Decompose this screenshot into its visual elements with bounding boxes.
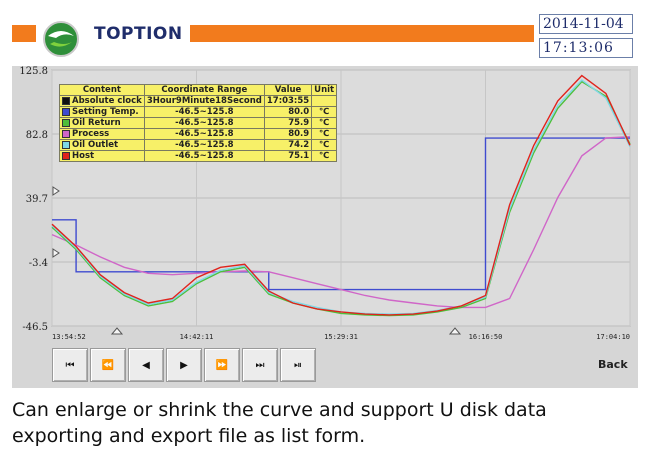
y-tick-label: -3.4	[29, 258, 48, 269]
series-line-oil-return	[51, 80, 631, 317]
legend-header-row: Content Coordinate Range Value Unit	[59, 84, 338, 96]
back-button[interactable]: Back	[598, 358, 628, 371]
legend-value: 74.2	[263, 139, 313, 151]
legend-swatch	[62, 96, 70, 105]
header-accent-right	[190, 25, 534, 42]
x-tick-label: 15:29:31	[324, 333, 358, 341]
legend-name-label: Oil Return	[72, 118, 121, 128]
x-tick-label: 14:42:11	[180, 333, 214, 341]
legend-value: 17:03:55	[263, 95, 313, 107]
legend-value: 80.9	[263, 128, 313, 140]
step-back-button[interactable]: ◀	[128, 348, 164, 382]
legend-range: -46.5~125.8	[143, 106, 265, 118]
legend-unit: ℃	[311, 106, 338, 118]
legend-body: Absolute clock 3Hour9Minute18Second 17:03:…	[59, 95, 338, 162]
legend-name-label: Setting Temp.	[72, 107, 139, 117]
fast-rewind-button[interactable]: ⏪	[90, 348, 126, 382]
left-marker-icon[interactable]	[52, 186, 60, 196]
legend-row: Absolute clock 3Hour9Minute18Second 17:03:…	[59, 95, 338, 107]
legend-swatch	[62, 140, 70, 149]
brand-name: TOPTION	[94, 24, 183, 44]
legend-header-value: Value	[263, 84, 313, 96]
legend-value: 80.0	[263, 106, 313, 118]
x-tick-label: 16:16:50	[469, 333, 503, 341]
legend-range: -46.5~125.8	[143, 128, 265, 140]
legend-unit: ℃	[311, 128, 338, 140]
legend-range: -46.5~125.8	[143, 117, 265, 129]
legend-name-label: Host	[72, 151, 95, 161]
legend-name-label: Process	[72, 129, 110, 139]
y-tick-label: 39.7	[26, 194, 48, 205]
time-display: 17:13:06	[539, 38, 633, 58]
legend-series-name: Host	[59, 150, 145, 162]
legend-name-label: Absolute clock	[72, 96, 142, 106]
legend-range: -46.5~125.8	[143, 150, 265, 162]
toption-logo-icon	[43, 21, 79, 57]
legend-unit: ℃	[311, 150, 338, 162]
legend-row: Host -46.5~125.8 75.1 ℃	[59, 150, 338, 162]
time-cursor-start-icon[interactable]	[110, 327, 124, 335]
y-tick-label: 82.8	[26, 130, 48, 141]
chart-series	[51, 74, 631, 317]
x-tick-label: 17:04:10	[596, 333, 630, 341]
playback-controls: ⏮ ⏪ ◀ ▶ ⏩ ⏭ ⏯	[52, 348, 318, 388]
legend-header-unit: Unit	[311, 84, 338, 96]
last-button[interactable]: ⏭	[242, 348, 278, 382]
legend-series-name: Oil Outlet	[59, 139, 145, 151]
left-marker-2-icon[interactable]	[52, 248, 60, 258]
play-pause-button[interactable]: ⏯	[280, 348, 316, 382]
header-accent-left	[12, 25, 36, 42]
legend-value: 75.1	[263, 150, 313, 162]
legend-unit	[311, 95, 338, 107]
date-display: 2014-11-04	[539, 14, 633, 34]
legend-swatch	[62, 118, 70, 127]
legend-name-label: Oil Outlet	[72, 140, 119, 150]
legend-series-name: Process	[59, 128, 145, 140]
y-tick-label: -46.5	[22, 322, 48, 333]
legend-table: Content Coordinate Range Value Unit Abso…	[59, 84, 338, 162]
legend-swatch	[62, 151, 70, 160]
legend-series-name: Oil Return	[59, 117, 145, 129]
legend-header-range: Coordinate Range	[143, 84, 265, 96]
time-cursor-end-icon[interactable]	[448, 327, 462, 335]
legend-range: 3Hour9Minute18Second	[143, 95, 265, 107]
series-line-setting-temp	[52, 137, 630, 291]
y-tick-label: 125.8	[19, 66, 48, 77]
fast-forward-button[interactable]: ⏩	[204, 348, 240, 382]
legend-row: Oil Outlet -46.5~125.8 74.2 ℃	[59, 139, 338, 151]
legend-swatch	[62, 107, 70, 116]
series-line-process	[51, 136, 631, 309]
legend-unit: ℃	[311, 117, 338, 129]
legend-series-name: Setting Temp.	[59, 106, 145, 118]
legend-row: Oil Return -46.5~125.8 75.9 ℃	[59, 117, 338, 129]
x-tick-label: 13:54:52	[52, 333, 86, 341]
step-forward-button[interactable]: ▶	[166, 348, 202, 382]
series-line-host	[51, 74, 631, 316]
caption-text: Can enlarge or shrink the curve and supp…	[12, 399, 547, 447]
header-bar: TOPTION 2014-11-04 17:13:06	[12, 8, 638, 66]
cursor-markers[interactable]	[52, 186, 462, 335]
legend-row: Process -46.5~125.8 80.9 ℃	[59, 128, 338, 140]
legend-value: 75.9	[263, 117, 313, 129]
legend-swatch	[62, 129, 70, 138]
legend-header-content: Content	[59, 84, 145, 96]
legend-unit: ℃	[311, 139, 338, 151]
hmi-screen: TOPTION 2014-11-04 17:13:06 125.8 82.8 39.…	[12, 8, 638, 388]
legend-row: Setting Temp. -46.5~125.8 80.0 ℃	[59, 106, 338, 118]
first-button[interactable]: ⏮	[52, 348, 88, 382]
legend-range: -46.5~125.8	[143, 139, 265, 151]
y-axis-labels: 125.8 82.8 39.7 -3.4 -46.5	[19, 66, 48, 333]
x-axis-labels: 13:54:52 14:42:11 15:29:31 16:16:50 17:04:10	[52, 333, 630, 341]
legend-series-name: Absolute clock	[59, 95, 145, 107]
